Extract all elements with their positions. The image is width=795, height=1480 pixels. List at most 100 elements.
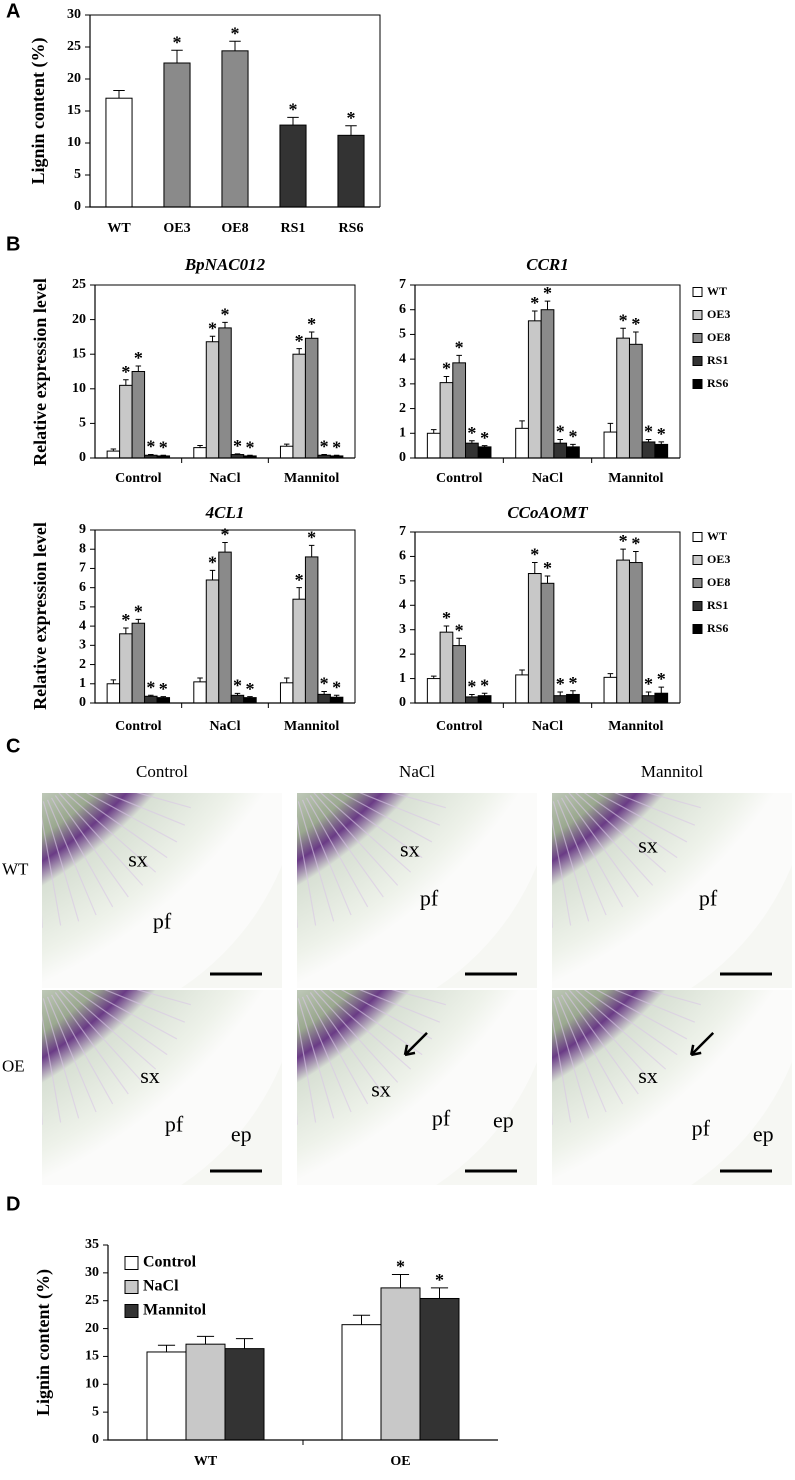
legend-swatch: [124, 1256, 139, 1270]
bar: [426, 678, 441, 704]
xylem-ray: [564, 992, 639, 1095]
significance-mark: *: [568, 427, 577, 447]
y-tick-label: 25: [67, 39, 81, 54]
error-bar: [645, 691, 652, 696]
bar: [279, 445, 294, 459]
xylem-ray: [552, 801, 590, 922]
tissue-label: sx: [638, 1063, 658, 1088]
bar: [465, 442, 479, 459]
x-tick-label: OE: [390, 1454, 410, 1469]
xylem-ray: [306, 994, 369, 1105]
bar: [477, 446, 492, 459]
y-tick-label: 1: [399, 426, 406, 441]
error-bar: [234, 692, 241, 696]
x-tick-label: Mannitol: [608, 719, 663, 734]
xylem-ray: [568, 793, 654, 886]
bar: [553, 442, 568, 459]
bar: [426, 432, 441, 459]
xylem-ray: [595, 793, 688, 843]
significance-mark: *: [233, 436, 242, 456]
xylem-ray: [309, 992, 384, 1095]
frame: [415, 531, 681, 703]
error-bar: [333, 694, 340, 698]
tissue-label: pf: [420, 885, 439, 910]
xylem-ray: [552, 1110, 553, 1125]
error-bar: [113, 90, 125, 99]
y-axis-label: Lignin content (%): [28, 37, 49, 184]
significance-mark: *: [467, 677, 476, 697]
xylem-ray: [104, 990, 186, 1023]
bar: [105, 97, 133, 208]
significance-mark: *: [289, 100, 298, 120]
significance-mark: *: [332, 677, 341, 697]
xylem-ray: [297, 1013, 317, 1123]
bar: [279, 124, 307, 208]
y-tick-label: 6: [399, 302, 406, 317]
legend-label: WT: [707, 284, 727, 298]
y-tick-label: 8: [79, 541, 86, 556]
error-bar: [283, 443, 290, 447]
legend-swatch: [692, 601, 703, 611]
y-tick-label: 7: [79, 561, 86, 576]
significance-mark: *: [233, 676, 242, 696]
bar: [452, 362, 467, 459]
legend-label: Mannitol: [143, 1302, 207, 1319]
stem-section: [552, 990, 792, 1185]
bar: [279, 682, 294, 704]
micrograph: [552, 793, 792, 988]
tissue-label: sx: [140, 1063, 160, 1088]
micrograph: [42, 793, 282, 988]
significance-mark: *: [307, 528, 316, 548]
tissue-label: pf: [432, 1106, 451, 1131]
tissue-label: pf: [692, 1115, 711, 1140]
significance-mark: *: [644, 422, 653, 442]
error-bar: [148, 454, 154, 456]
xylem-ray: [359, 990, 441, 1023]
y-axis-label: Relative expression level: [30, 278, 50, 466]
xylem-ray: [297, 816, 317, 926]
error-bar: [135, 618, 142, 624]
y-tick-label: 30: [67, 7, 81, 22]
significance-mark: *: [556, 674, 565, 694]
bar: [106, 450, 121, 459]
row-label: OE: [2, 1056, 25, 1075]
xylem-ray: [73, 793, 168, 859]
tissue-label: pf: [699, 885, 718, 910]
legend-label: OE8: [707, 575, 730, 589]
legend-swatch: [124, 1304, 139, 1318]
x-tick-label: Control: [115, 471, 162, 486]
bar: [131, 371, 146, 459]
significance-mark: *: [619, 531, 628, 551]
error-bar: [531, 310, 538, 321]
significance-mark: *: [556, 422, 565, 442]
y-tick-label: 3: [79, 638, 86, 653]
bar: [193, 447, 207, 459]
legend-label: OE3: [707, 307, 730, 321]
error-bar: [443, 625, 450, 633]
error-bar: [519, 669, 525, 675]
xylem-ray: [552, 998, 590, 1119]
frame: [95, 284, 356, 458]
bar: [540, 582, 555, 704]
significance-mark: *: [245, 679, 254, 699]
y-tick-label: 10: [67, 135, 81, 150]
xylem-ray: [561, 797, 624, 908]
error-bar: [247, 454, 253, 456]
xylem-ray: [85, 793, 178, 843]
y-tick-label: 0: [399, 695, 406, 710]
y-tick-label: 10: [85, 1377, 99, 1392]
significance-mark: *: [208, 318, 217, 338]
chart-title: BpNAC012: [184, 255, 266, 274]
significance-mark: *: [480, 675, 489, 695]
xylem-ray: [556, 799, 607, 916]
y-axis-label: Lignin content (%): [33, 1269, 54, 1416]
xylem-ray: [42, 1110, 43, 1125]
significance-mark: *: [146, 437, 155, 457]
xylem-ray: [42, 998, 80, 1119]
legend-label: NaCl: [143, 1278, 179, 1295]
column-label: Control: [136, 762, 188, 781]
significance-mark: *: [173, 32, 182, 52]
bar: [146, 1351, 187, 1441]
error-bar: [645, 438, 652, 442]
error-bar: [247, 696, 253, 698]
